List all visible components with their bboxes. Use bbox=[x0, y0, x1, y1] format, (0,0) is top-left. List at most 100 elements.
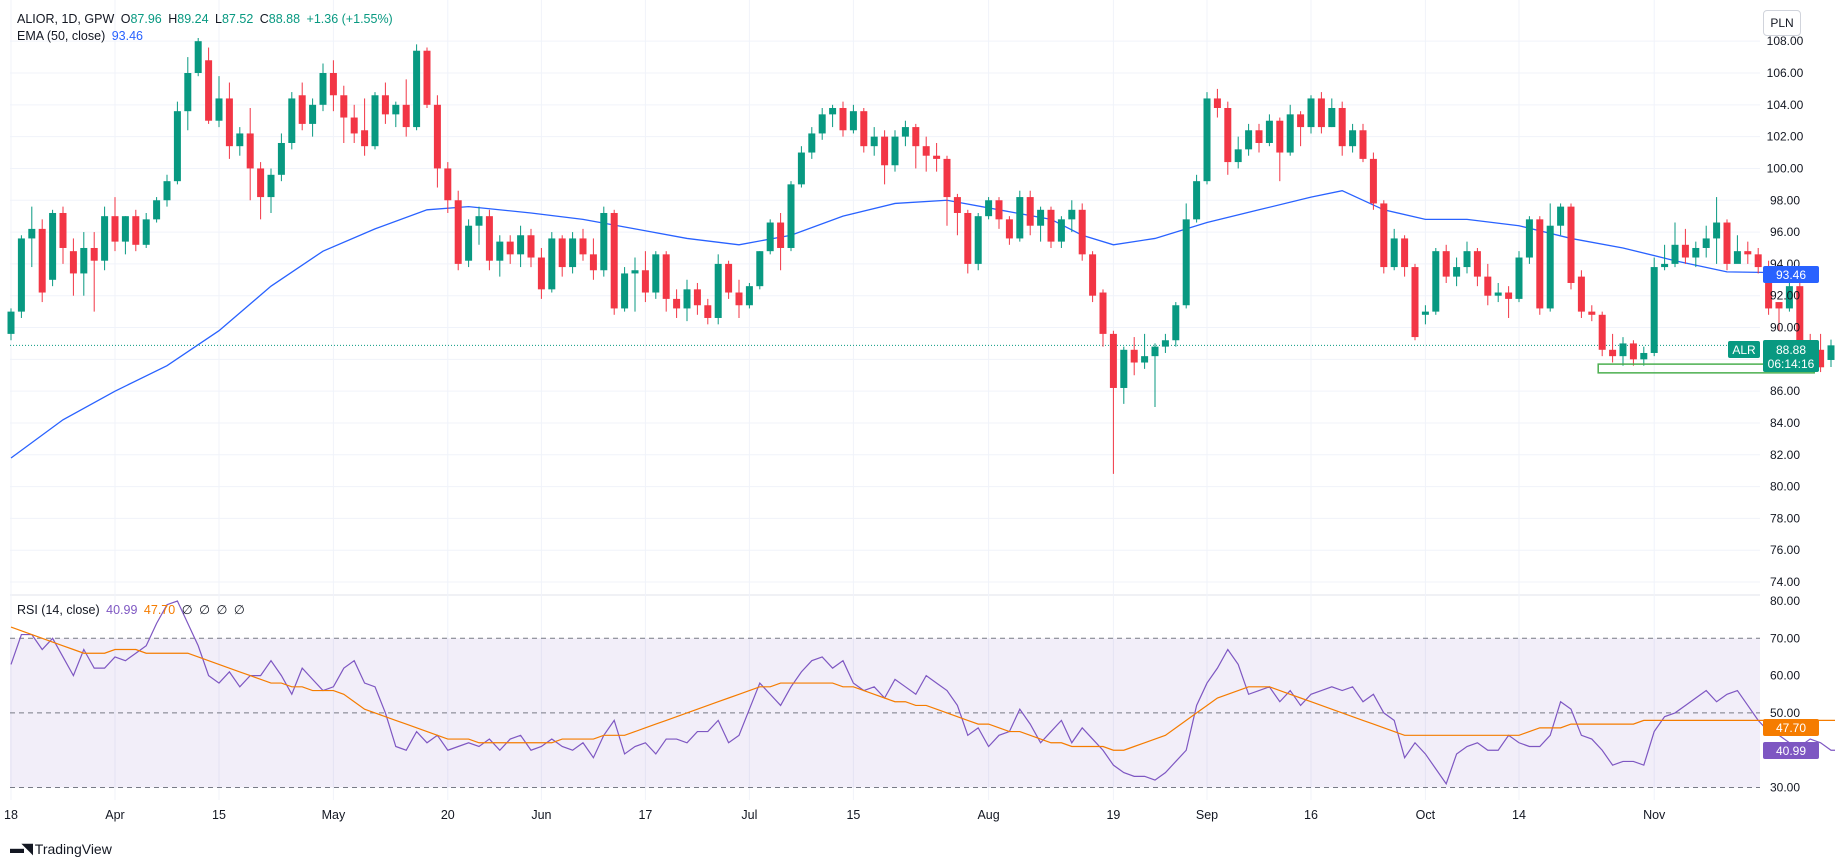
time-tick-label: 15 bbox=[846, 808, 860, 822]
candle-body bbox=[350, 117, 358, 134]
candle-body bbox=[1037, 209, 1045, 226]
time-tick-label: Apr bbox=[105, 808, 124, 822]
candle-body bbox=[579, 238, 587, 255]
tradingview-logo[interactable]: ▬◥ TradingView bbox=[10, 840, 112, 857]
candle-body bbox=[849, 111, 857, 131]
rsi-ma-badge bbox=[1763, 719, 1819, 736]
rsi-extra-4: ∅ bbox=[233, 603, 245, 617]
rsi-label[interactable]: RSI (14, close) bbox=[17, 603, 100, 617]
candle-body bbox=[444, 168, 452, 201]
candle-body bbox=[1723, 222, 1731, 264]
candle-body bbox=[1588, 311, 1596, 315]
candle-body bbox=[59, 212, 67, 248]
candle-body bbox=[735, 292, 743, 306]
price-tick-label: 76.00 bbox=[1770, 543, 1800, 557]
candle-body bbox=[1078, 209, 1086, 255]
price-tick-label: 104.00 bbox=[1767, 98, 1804, 112]
candle-body bbox=[1047, 209, 1055, 242]
symbol-label[interactable]: ALIOR, 1D, GPW bbox=[17, 12, 115, 26]
rsi-legend: RSI (14, close) 40.99 47.70 ∅ ∅ ∅ ∅ bbox=[17, 601, 248, 619]
candle-body bbox=[1817, 349, 1825, 368]
candle-body bbox=[38, 228, 46, 293]
rsi-ma-badge-text: 47.70 bbox=[1776, 721, 1806, 735]
time-tick-label: 20 bbox=[441, 808, 455, 822]
candle-body bbox=[912, 127, 920, 147]
candle-body bbox=[485, 216, 493, 261]
price-tick-label: 90.00 bbox=[1770, 321, 1800, 335]
candle-body bbox=[7, 311, 15, 334]
candle-body bbox=[1213, 98, 1221, 108]
price-axes[interactable]: 74.0076.0078.0080.0082.0084.0086.0088.00… bbox=[1767, 34, 1804, 794]
candle-body bbox=[1297, 114, 1305, 128]
candle-body bbox=[309, 104, 317, 124]
candle-body bbox=[1141, 356, 1149, 363]
time-tick-label: 18 bbox=[4, 808, 18, 822]
tradingview-icon: ▬◥ bbox=[10, 840, 33, 856]
candle-body bbox=[1057, 219, 1065, 242]
candle-body bbox=[1193, 181, 1201, 220]
candle-body bbox=[1286, 114, 1294, 153]
candle-body bbox=[621, 273, 629, 309]
rsi-extra-2: ∅ bbox=[199, 603, 210, 617]
candle-body bbox=[1068, 209, 1076, 220]
rsi-tick-label: 30.00 bbox=[1770, 781, 1800, 795]
candle-body bbox=[974, 216, 982, 264]
candle-body bbox=[673, 298, 681, 309]
candle-body bbox=[1473, 251, 1481, 277]
candle-body bbox=[361, 130, 369, 147]
rsi-series-line bbox=[10, 600, 1835, 786]
candle-body bbox=[1317, 98, 1325, 128]
candle-body bbox=[1775, 302, 1783, 309]
candle-body bbox=[184, 72, 192, 112]
candle-body bbox=[1702, 238, 1710, 248]
candle-body bbox=[1089, 254, 1097, 296]
candle-body bbox=[1505, 292, 1513, 299]
candle-body bbox=[1671, 244, 1679, 264]
candle-body bbox=[953, 197, 961, 213]
candle-body bbox=[818, 114, 826, 134]
candle-body bbox=[215, 98, 223, 121]
price-tick-label: 78.00 bbox=[1770, 511, 1800, 525]
candle-body bbox=[1328, 107, 1336, 128]
rsi-tick-label: 60.00 bbox=[1770, 669, 1800, 683]
high-value: 89.24 bbox=[177, 12, 209, 26]
rsi-badge-text: 40.99 bbox=[1776, 744, 1806, 758]
ema-badge-text: 93.46 bbox=[1776, 268, 1806, 282]
candle-body bbox=[693, 289, 701, 306]
time-tick-label: Oct bbox=[1416, 808, 1436, 822]
ema-label[interactable]: EMA (50, close) bbox=[17, 29, 106, 43]
candle-body bbox=[132, 216, 140, 245]
candle-body bbox=[589, 254, 597, 271]
candle-body bbox=[1640, 352, 1648, 360]
candles bbox=[7, 38, 1835, 474]
price-tick-label: 106.00 bbox=[1767, 66, 1804, 80]
candle-body bbox=[1463, 251, 1471, 268]
candle-body bbox=[1307, 98, 1315, 128]
candle-body bbox=[1369, 158, 1377, 204]
time-tick-label: 15 bbox=[212, 808, 226, 822]
candle-body bbox=[413, 50, 421, 128]
time-axis[interactable]: 18 Apr 15 May 20 Jun 17 Jul 15 Aug 19 Sep 16 Oct 14 Nov bbox=[4, 808, 1666, 822]
candle-body bbox=[808, 133, 816, 153]
candle-body bbox=[1733, 251, 1741, 264]
candle-body bbox=[1546, 225, 1554, 309]
price-tick-label: 86.00 bbox=[1770, 384, 1800, 398]
candle-body bbox=[1754, 254, 1762, 268]
candle-body bbox=[1629, 343, 1637, 360]
candle-body bbox=[236, 133, 244, 147]
candle-body bbox=[704, 305, 712, 318]
candle-body bbox=[725, 263, 733, 293]
price-tick-label: 84.00 bbox=[1770, 416, 1800, 430]
candle-body bbox=[922, 146, 930, 156]
candle-body bbox=[1796, 286, 1804, 341]
candle-body bbox=[475, 216, 483, 226]
candle-body bbox=[1026, 197, 1034, 226]
candle-body bbox=[90, 247, 98, 261]
candle-body bbox=[1713, 222, 1721, 239]
candle-body bbox=[933, 155, 941, 159]
candle-body bbox=[631, 270, 639, 274]
currency-button[interactable]: PLN bbox=[1763, 10, 1801, 36]
rsi-lines bbox=[10, 600, 1835, 786]
time-tick-label: 17 bbox=[638, 808, 652, 822]
